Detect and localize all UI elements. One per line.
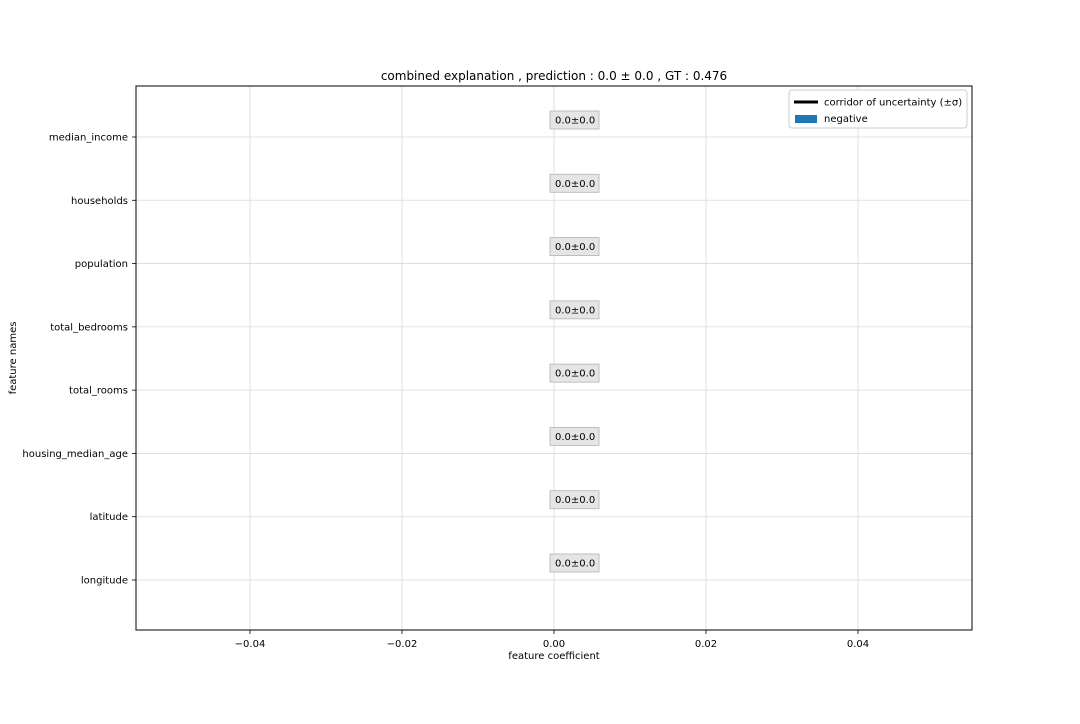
x-tick-label: 0.02	[695, 639, 717, 650]
legend: corridor of uncertainty (±σ) negative	[788, 89, 968, 129]
y-tick-label: total_bedrooms	[50, 322, 128, 333]
data-label: 0.0±0.0	[555, 432, 595, 443]
y-tick-label: housing_median_age	[22, 449, 128, 460]
data-label-box	[549, 363, 600, 383]
data-label: 0.0±0.0	[555, 116, 595, 127]
y-tick-label: population	[75, 259, 128, 270]
y-tick-label: median_income	[49, 133, 128, 144]
legend-negative-patch	[795, 115, 817, 123]
chart-title: combined explanation , prediction : 0.0 …	[381, 69, 727, 83]
data-label: 0.0±0.0	[555, 305, 595, 316]
y-tick-label: households	[71, 196, 128, 207]
data-label-box	[549, 427, 600, 446]
data-label-box	[549, 490, 600, 510]
y-axis-label: feature names	[8, 322, 19, 395]
x-tick-label: 0.00	[543, 639, 565, 650]
x-tick-label: −0.04	[235, 639, 266, 650]
y-tick-label: latitude	[90, 512, 128, 523]
legend-negative-label: negative	[824, 114, 868, 125]
data-label: 0.0±0.0	[555, 242, 595, 253]
data-label-box	[549, 553, 600, 573]
data-label-box	[549, 110, 600, 130]
tick-layer: −0.04 −0.02 0.00 0.02 0.04 median_incomehouse…	[22, 133, 869, 651]
data-label-box	[549, 237, 600, 256]
data-label: 0.0±0.0	[555, 179, 595, 190]
data-label: 0.0±0.0	[555, 495, 595, 506]
x-axis-label: feature coefficient	[508, 651, 599, 662]
data-label-box	[549, 173, 600, 193]
data-label: 0.0±0.0	[555, 559, 595, 570]
x-tick-label: 0.04	[847, 639, 869, 650]
data-label-layer: 0.0±0.0 0.0±0.0 0.0±0.0 0.0±0.0 0.0±0.0 0.0±0…	[549, 110, 600, 573]
data-label: 0.0±0.0	[555, 369, 595, 380]
y-tick-label: total_rooms	[69, 386, 128, 397]
y-tick-label: longitude	[81, 576, 128, 587]
legend-frame	[788, 89, 968, 129]
x-tick-label: −0.02	[387, 639, 418, 650]
legend-uncertainty-label: corridor of uncertainty (±σ)	[824, 98, 962, 109]
data-label-box	[549, 300, 600, 320]
